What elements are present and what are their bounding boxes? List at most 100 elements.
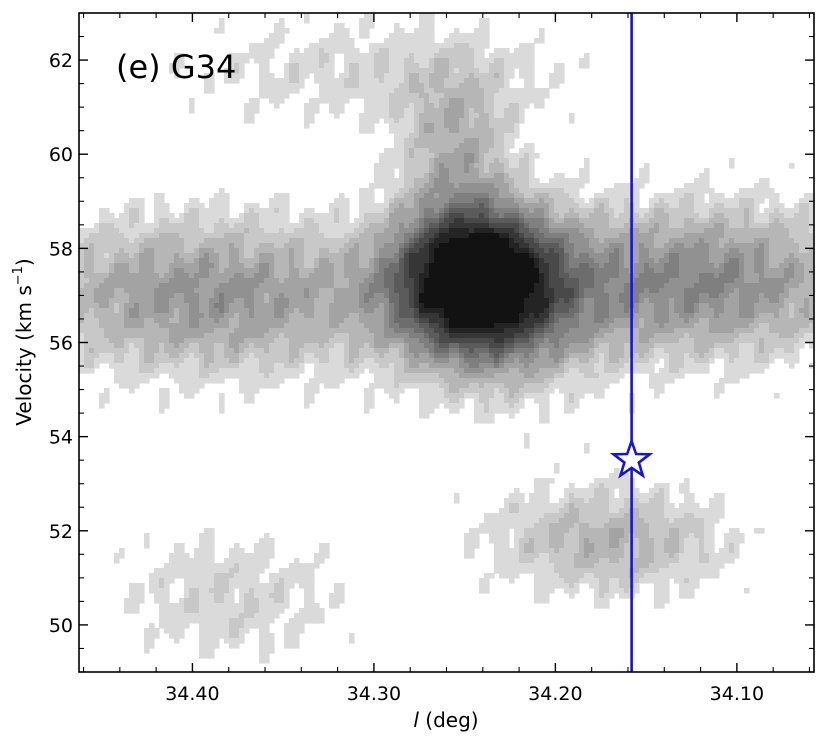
contour-cell [469, 188, 475, 194]
contour-cell [204, 298, 210, 304]
contour-cell [299, 353, 305, 359]
contour-cell [274, 28, 280, 34]
contour-cell [404, 73, 410, 79]
contour-cell [219, 208, 225, 214]
contour-cell [379, 263, 385, 269]
contour-cell [139, 593, 145, 599]
contour-cell [234, 363, 240, 369]
contour-cell [274, 223, 280, 229]
contour-cell [359, 343, 365, 349]
contour-cell [199, 608, 205, 614]
contour-cell [459, 168, 465, 174]
contour-cell [304, 338, 310, 344]
contour-cell [269, 598, 275, 604]
contour-cell [159, 238, 165, 244]
contour-cell [99, 283, 105, 289]
contour-cell [374, 238, 380, 244]
contour-cell [384, 148, 390, 154]
contour-cell [224, 588, 230, 594]
contour-cell [404, 78, 410, 84]
contour-cell [329, 253, 335, 259]
contour-cell [89, 358, 95, 364]
contour-cell [184, 553, 190, 559]
contour-cell [139, 358, 145, 364]
contour-cell [374, 268, 380, 274]
contour-cell [419, 278, 425, 284]
contour-cell [199, 588, 205, 594]
contour-cell [409, 283, 415, 289]
contour-cell [174, 73, 180, 79]
contour-cell [494, 113, 500, 119]
contour-cell [184, 298, 190, 304]
contour-cell [359, 313, 365, 319]
contour-cell [169, 363, 175, 369]
contour-cell [259, 593, 265, 599]
contour-cell [374, 203, 380, 209]
contour-cell [254, 323, 260, 329]
contour-cell [409, 238, 415, 244]
contour-cell [484, 518, 490, 524]
contour-cell [214, 608, 220, 614]
contour-cell [174, 223, 180, 229]
contour-cell [329, 213, 335, 219]
contour-cell [189, 578, 195, 584]
contour-cell [349, 313, 355, 319]
contour-cell [354, 238, 360, 244]
contour-cell [464, 353, 470, 359]
contour-cell [424, 403, 430, 409]
contour-cell [159, 198, 165, 204]
contour-cell [149, 233, 155, 239]
contour-cell [484, 278, 490, 284]
contour-cell [424, 303, 430, 309]
contour-layer [79, 13, 814, 664]
contour-cell [129, 378, 135, 384]
contour-cell [484, 403, 490, 409]
contour-cell [404, 313, 410, 319]
contour-cell [474, 208, 480, 214]
contour-cell [364, 128, 370, 134]
contour-cell [244, 628, 250, 634]
contour-cell [384, 68, 390, 74]
contour-cell [329, 258, 335, 264]
contour-cell [354, 228, 360, 234]
contour-cell [469, 158, 475, 164]
contour-cell [399, 323, 405, 329]
contour-cell [179, 253, 185, 259]
contour-cell [299, 563, 305, 569]
contour-cell [449, 193, 455, 199]
contour-cell [469, 193, 475, 199]
contour-cell [309, 223, 315, 229]
contour-cell [389, 333, 395, 339]
contour-cell [159, 623, 165, 629]
contour-cell [394, 388, 400, 394]
contour-cell [434, 213, 440, 219]
contour-cell [449, 388, 455, 394]
contour-cell [494, 173, 500, 179]
contour-cell [434, 208, 440, 214]
contour-cell [94, 248, 100, 254]
contour-cell [124, 228, 130, 234]
contour-cell [369, 263, 375, 269]
contour-cell [139, 208, 145, 214]
contour-cell [404, 218, 410, 224]
contour-cell [449, 233, 455, 239]
contour-cell [499, 88, 505, 94]
contour-cell [434, 88, 440, 94]
contour-cell [454, 393, 460, 399]
contour-cell [194, 313, 200, 319]
contour-cell [424, 363, 430, 369]
contour-cell [424, 413, 430, 419]
contour-cell [479, 348, 485, 354]
contour-cell [439, 288, 445, 294]
contour-cell [344, 323, 350, 329]
contour-cell [104, 218, 110, 224]
contour-cell [349, 303, 355, 309]
contour-cell [389, 168, 395, 174]
contour-cell [499, 403, 505, 409]
contour-cell [439, 378, 445, 384]
contour-cell [459, 263, 465, 269]
contour-cell [214, 268, 220, 274]
contour-cell [339, 343, 345, 349]
contour-cell [309, 618, 315, 624]
contour-cell [449, 293, 455, 299]
